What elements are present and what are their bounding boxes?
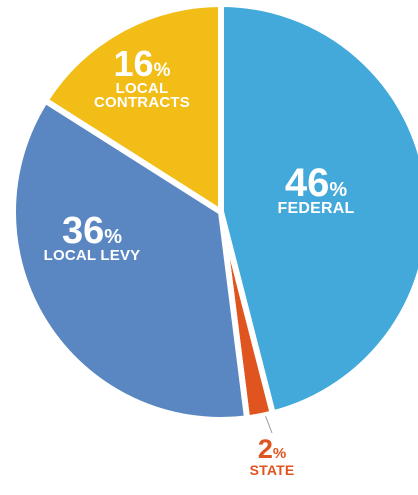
slice-percent-state: 2% [258, 434, 286, 464]
pie-slice-federal [218, 0, 418, 418]
slice-name-local-contracts-line-1: LOCAL [116, 80, 169, 97]
leader-line-state [265, 416, 273, 434]
slice-percent-local-contracts: 16% [114, 43, 171, 84]
slice-name-local-contracts-line-2: CONTRACTS [94, 94, 190, 111]
slice-label-federal: 46%FEDERAL [278, 161, 355, 217]
slice-percent-federal: 46% [285, 161, 348, 205]
pie-labels: 46%FEDERAL 2%STATE 36%LOCAL LEVY 16%LOCALCO… [44, 43, 355, 478]
slice-name-state: STATE [250, 462, 295, 478]
pie-slice-local-contracts [41, 0, 224, 218]
pie-slice-local-levy [10, 96, 251, 423]
slice-label-local-levy: 36%LOCAL LEVY [44, 210, 141, 264]
slice-name-federal: FEDERAL [278, 200, 355, 217]
pie-slices [10, 0, 418, 423]
slice-label-state: 2%STATE [250, 434, 295, 478]
slice-percent-local-levy: 36% [62, 210, 122, 252]
slice-name-local-levy: LOCAL LEVY [44, 247, 141, 264]
